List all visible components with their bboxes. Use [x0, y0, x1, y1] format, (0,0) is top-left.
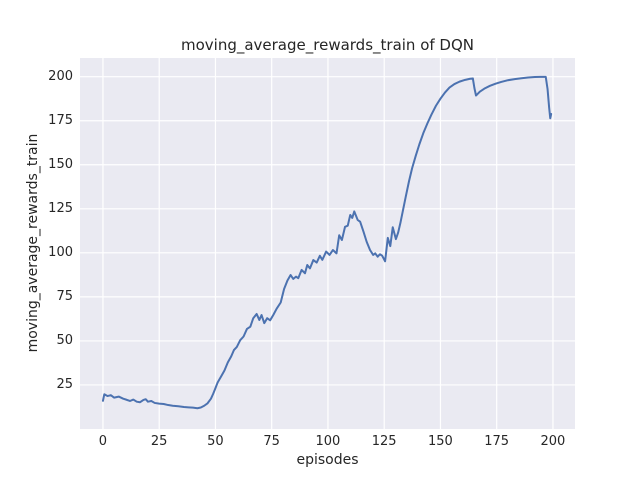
- y-tick-label: 100: [48, 244, 73, 260]
- x-tick-label: 200: [540, 434, 566, 449]
- line-chart: [80, 58, 575, 429]
- x-tick-label: 175: [484, 434, 510, 449]
- y-tick-label: 75: [56, 288, 73, 304]
- x-tick-label: 0: [98, 434, 108, 449]
- x-axis-label: episodes: [296, 452, 359, 468]
- y-tick-label: 50: [56, 332, 73, 348]
- y-tick-label: 125: [48, 200, 73, 216]
- y-tick-label: 200: [48, 68, 73, 84]
- x-tick-label: 150: [428, 434, 453, 449]
- x-tick-label: 100: [315, 434, 341, 449]
- chart-title: moving_average_rewards_train of DQN: [180, 36, 475, 54]
- x-tick-label: 50: [207, 434, 224, 449]
- y-axis-label: moving_average_rewards_train: [25, 133, 41, 353]
- plot-area: [80, 58, 575, 429]
- y-tick-label: 25: [56, 376, 73, 392]
- y-tick-label: 175: [48, 112, 73, 128]
- y-tick-label: 150: [48, 156, 73, 172]
- x-tick-label: 25: [150, 434, 168, 449]
- data-line: [101, 75, 553, 410]
- x-tick-label: 75: [263, 434, 280, 449]
- x-tick-label: 125: [371, 434, 397, 449]
